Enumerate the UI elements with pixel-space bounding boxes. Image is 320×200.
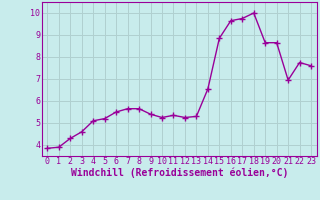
- X-axis label: Windchill (Refroidissement éolien,°C): Windchill (Refroidissement éolien,°C): [70, 168, 288, 178]
